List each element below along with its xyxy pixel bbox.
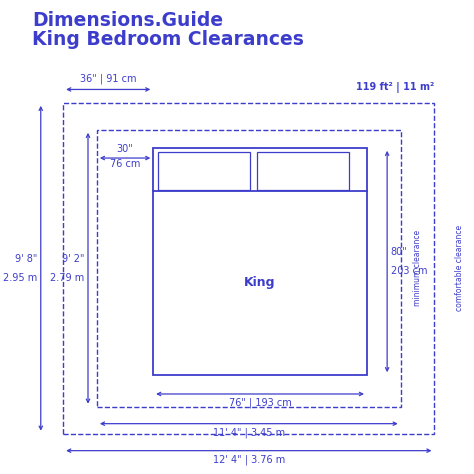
Text: minimum clearance: minimum clearance bbox=[413, 230, 422, 306]
Text: 9' 8": 9' 8" bbox=[15, 254, 37, 264]
Text: 76" | 193 cm: 76" | 193 cm bbox=[228, 398, 292, 408]
Bar bbox=[63, 103, 434, 434]
Text: 203 cm: 203 cm bbox=[391, 266, 427, 276]
Text: King Bedroom Clearances: King Bedroom Clearances bbox=[32, 30, 304, 49]
Text: comfortable clearance: comfortable clearance bbox=[455, 225, 464, 311]
Text: 9' 2": 9' 2" bbox=[62, 254, 84, 264]
Text: 2.79 m: 2.79 m bbox=[50, 273, 84, 283]
Bar bbox=[153, 148, 367, 375]
Text: 2.95 m: 2.95 m bbox=[3, 273, 37, 283]
Text: 76 cm: 76 cm bbox=[110, 159, 140, 169]
Text: 12' 4" | 3.76 m: 12' 4" | 3.76 m bbox=[213, 454, 285, 465]
Text: 80": 80" bbox=[391, 247, 408, 257]
Text: Dimensions.Guide: Dimensions.Guide bbox=[32, 11, 223, 30]
Text: 36" | 91 cm: 36" | 91 cm bbox=[80, 73, 137, 84]
Bar bbox=[257, 152, 349, 190]
Text: 11' 4" | 3.45 m: 11' 4" | 3.45 m bbox=[213, 427, 285, 438]
Bar bbox=[97, 130, 401, 407]
Bar bbox=[158, 152, 250, 190]
Text: 30": 30" bbox=[117, 145, 134, 155]
Text: King: King bbox=[244, 276, 276, 289]
Text: 119 ft² | 11 m²: 119 ft² | 11 m² bbox=[356, 82, 434, 93]
